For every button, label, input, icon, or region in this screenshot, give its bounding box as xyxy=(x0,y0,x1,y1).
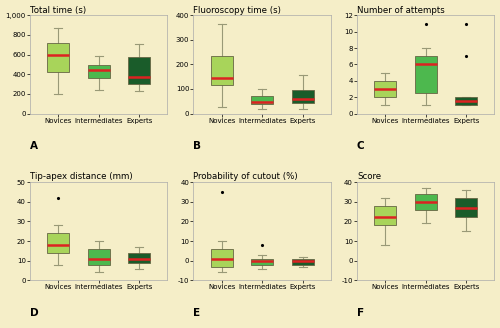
Bar xyxy=(455,97,477,105)
Text: Probability of cutout (%): Probability of cutout (%) xyxy=(194,172,298,181)
Text: F: F xyxy=(357,308,364,318)
Bar xyxy=(210,249,233,267)
Text: Number of attempts: Number of attempts xyxy=(357,6,444,14)
Bar xyxy=(292,259,314,265)
Bar xyxy=(128,56,150,84)
Bar xyxy=(88,65,110,78)
Bar xyxy=(47,43,70,72)
Text: Tip-apex distance (mm): Tip-apex distance (mm) xyxy=(30,172,132,181)
Bar xyxy=(414,194,437,210)
Bar xyxy=(374,206,396,225)
Bar xyxy=(374,81,396,97)
Text: Total time (s): Total time (s) xyxy=(30,6,86,14)
Text: A: A xyxy=(30,141,38,151)
Bar xyxy=(210,56,233,85)
Bar xyxy=(455,198,477,217)
Text: C: C xyxy=(357,141,364,151)
Bar xyxy=(251,96,274,104)
Text: Score: Score xyxy=(357,172,381,181)
Text: B: B xyxy=(194,141,202,151)
Bar xyxy=(88,249,110,265)
Bar xyxy=(292,90,314,103)
Text: E: E xyxy=(194,308,200,318)
Bar xyxy=(128,253,150,263)
Text: D: D xyxy=(30,308,38,318)
Bar xyxy=(251,259,274,265)
Bar xyxy=(414,56,437,93)
Bar xyxy=(47,233,70,253)
Text: Fluoroscopy time (s): Fluoroscopy time (s) xyxy=(194,6,282,14)
